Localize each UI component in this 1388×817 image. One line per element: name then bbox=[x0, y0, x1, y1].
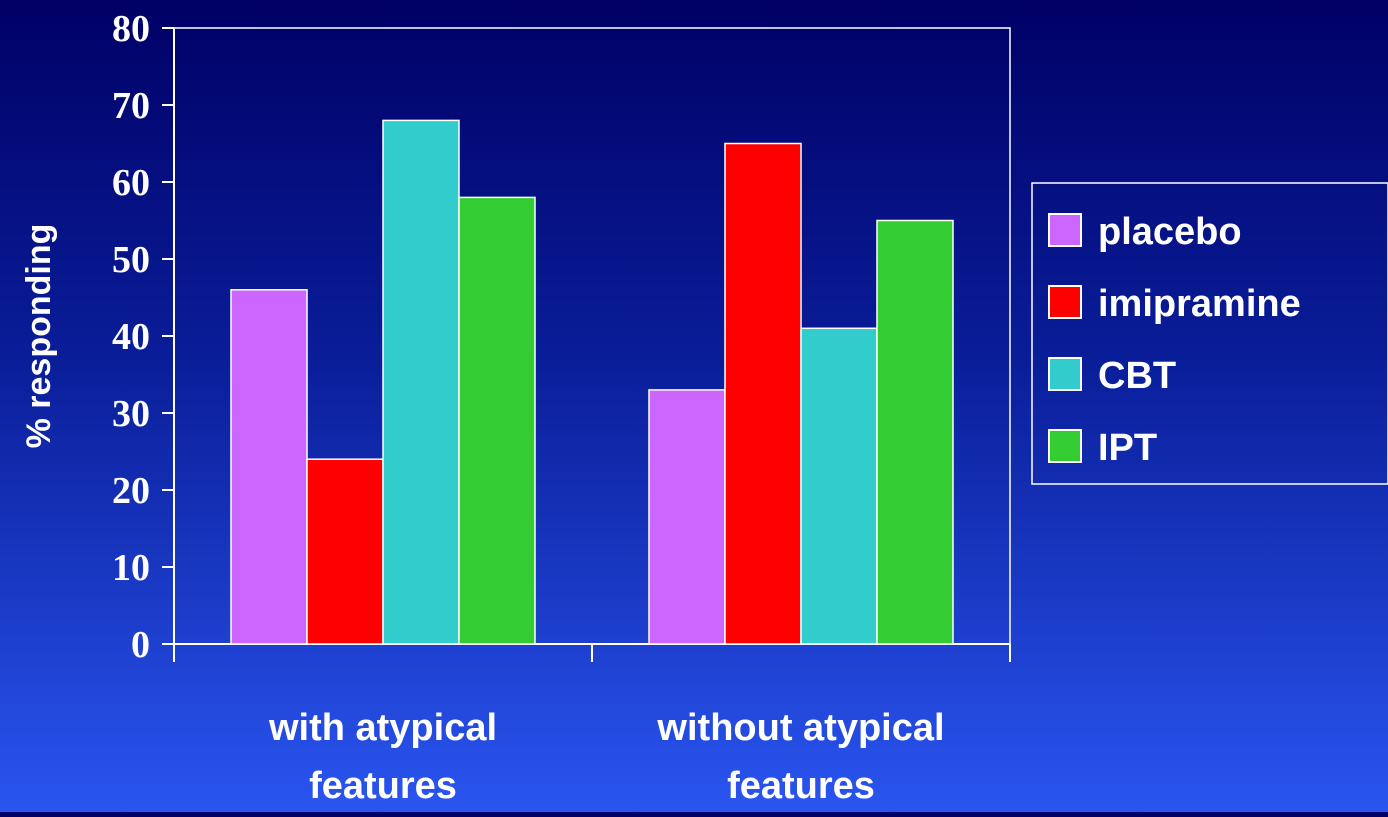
legend-label: imipramine bbox=[1098, 283, 1301, 325]
bar-placebo bbox=[648, 389, 726, 645]
y-tick-label: 50 bbox=[112, 239, 150, 281]
legend-swatch bbox=[1048, 429, 1082, 463]
bar-ipt bbox=[876, 219, 954, 645]
bar-cbt bbox=[382, 119, 460, 645]
legend-swatch bbox=[1048, 213, 1082, 247]
legend-swatch bbox=[1048, 285, 1082, 319]
y-tick-label: 40 bbox=[112, 316, 150, 358]
bar-imipramine bbox=[724, 142, 802, 645]
y-tick-label: 0 bbox=[131, 624, 150, 666]
x-category-label: with atypical features bbox=[268, 707, 497, 807]
legend-swatch bbox=[1048, 357, 1082, 391]
legend-label: placebo bbox=[1098, 211, 1242, 253]
y-tick-label: 80 bbox=[112, 8, 150, 50]
legend-label: IPT bbox=[1098, 427, 1157, 469]
bar-cbt bbox=[800, 327, 878, 645]
y-tick-label: 70 bbox=[112, 85, 150, 127]
bar-ipt bbox=[458, 196, 536, 645]
y-tick-label: 30 bbox=[112, 393, 150, 435]
y-tick-label: 20 bbox=[112, 470, 150, 512]
legend-box bbox=[1031, 182, 1388, 485]
x-category-label: without atypical features bbox=[656, 707, 944, 807]
bar-imipramine bbox=[306, 458, 384, 645]
bar-placebo bbox=[230, 289, 308, 645]
y-tick-label: 60 bbox=[112, 162, 150, 204]
legend-label: CBT bbox=[1098, 355, 1176, 397]
y-axis-title: % responding bbox=[20, 224, 58, 449]
y-tick-label: 10 bbox=[112, 547, 150, 589]
